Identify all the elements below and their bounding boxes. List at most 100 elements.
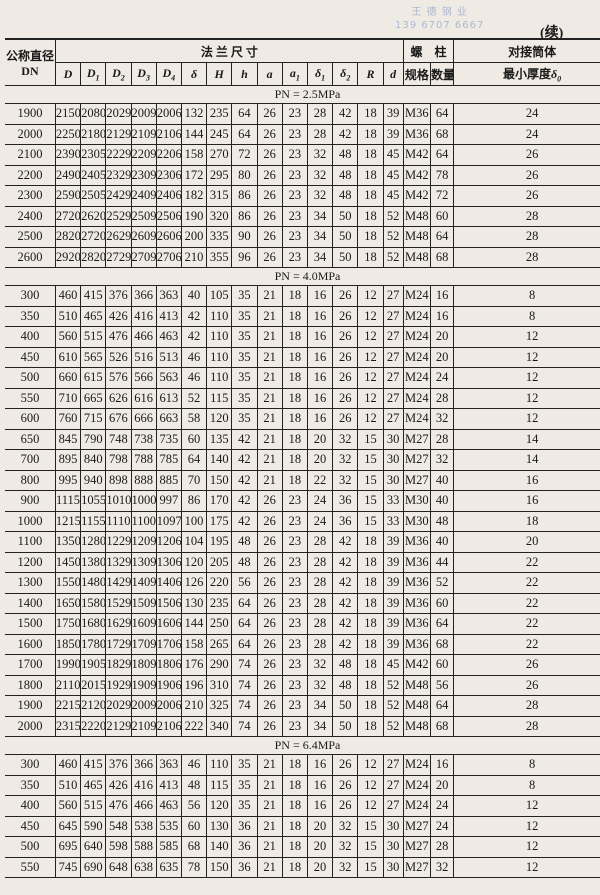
- table-cell: 26: [453, 185, 600, 207]
- table-cell: 27: [382, 367, 404, 389]
- table-cell: M48: [402, 246, 431, 268]
- table-row: 300 460 415 376 366 363 46 110 35 21 18 16 26 12 27 M24…: [5, 754, 600, 776]
- table-cell: 35: [231, 795, 258, 817]
- table-cell: 650: [5, 428, 56, 450]
- table-cell: 175: [206, 510, 233, 532]
- table-cell: 665: [80, 387, 107, 409]
- table-cell: 18: [281, 795, 308, 817]
- column-subscript: 1: [295, 73, 300, 83]
- table-cell: 15: [357, 836, 384, 858]
- table-cell: 18: [357, 226, 384, 248]
- table-cell: 290: [206, 654, 233, 676]
- table-cell: 48: [429, 510, 455, 532]
- table-cell: 1780: [80, 633, 107, 655]
- table-cell: M36: [402, 531, 431, 553]
- table-cell: 18: [281, 754, 308, 776]
- table-row: 700 895 840 798 788 785 64 140 42 21 18 20 32 15 30 M27…: [5, 449, 600, 471]
- table-cell: 21: [256, 428, 283, 450]
- table-cell: 550: [5, 387, 56, 409]
- table-cell: 120: [180, 551, 208, 573]
- table-row: 350 510 465 426 416 413 42 110 35 21 18 16 26 12 27 M24…: [5, 305, 600, 327]
- table-cell: 648: [105, 856, 132, 878]
- table-cell: 16: [429, 285, 455, 307]
- table-cell: 21: [256, 856, 283, 878]
- table-cell: 535: [155, 815, 182, 837]
- table-row: 1100 1350 1280 1229 1209 1206 104 195 48 26 23 28 42…: [5, 531, 600, 553]
- column-header: h: [231, 62, 258, 86]
- table-cell: M24: [402, 774, 431, 796]
- table-cell: 44: [429, 551, 455, 573]
- table-row: 2000 2250 2180 2129 2109 2106 144 245 64 26 23 28 42…: [5, 123, 600, 145]
- table-cell: 1750: [54, 613, 82, 635]
- table-cell: 24: [429, 367, 455, 389]
- table-cell: M27: [402, 449, 431, 471]
- table-cell: 20: [306, 815, 334, 837]
- table-cell: 8: [453, 285, 600, 307]
- table-cell: 748: [105, 428, 132, 450]
- column-subscript: 4: [171, 73, 176, 83]
- table-cell: 90: [231, 226, 258, 248]
- table-cell: 1529: [105, 592, 132, 614]
- table-cell: 2220: [80, 715, 107, 737]
- table-cell: 26: [453, 654, 600, 676]
- flange-header: 法 兰 尺 寸: [54, 38, 404, 63]
- table-cell: 74: [231, 654, 258, 676]
- table-cell: 50: [332, 205, 359, 227]
- table-cell: 270: [206, 144, 233, 166]
- table-cell: 350: [5, 774, 56, 796]
- table-cell: 42: [332, 613, 359, 635]
- table-cell: M48: [402, 226, 431, 248]
- table-row: 400 560 515 476 466 463 42 110 35 21 18 16 26 12 27 M24…: [5, 326, 600, 348]
- table-cell: 18: [281, 428, 308, 450]
- table-cell: 32: [332, 469, 359, 491]
- table-cell: 666: [130, 408, 157, 430]
- table-cell: 21: [256, 815, 283, 837]
- table-cell: M27: [402, 836, 431, 858]
- table-cell: 28: [306, 531, 334, 553]
- header-row-1: 公称直径 DN 法 兰 尺 寸 螺 柱 对接筒体: [5, 38, 600, 86]
- table-cell: 2505: [80, 185, 107, 207]
- table-cell: 1829: [105, 654, 132, 676]
- table-cell: 1350: [54, 531, 82, 553]
- table-row: 2100 2390 2305 2229 2209 2206 158 270 72 26 23 32 48…: [5, 144, 600, 166]
- column-subscript: 1: [95, 73, 100, 83]
- table-row: 2200 2490 2405 2329 2309 2306 172 295 80 26 23 32 48…: [5, 164, 600, 186]
- table-cell: 45: [382, 164, 404, 186]
- table-cell: 2129: [105, 715, 132, 737]
- table-cell: 42: [332, 572, 359, 594]
- table-cell: 48: [332, 674, 359, 696]
- table-cell: 1000: [5, 510, 56, 532]
- table-cell: 2009: [130, 103, 157, 125]
- table-row: 2300 2590 2505 2429 2409 2406 182 315 86 26 23 32 48…: [5, 185, 600, 207]
- table-cell: 1100: [130, 510, 157, 532]
- shell-symbol: δ: [551, 66, 558, 81]
- column-symbol: H: [214, 66, 224, 81]
- table-cell: 33: [382, 490, 404, 512]
- column-symbol: R: [366, 66, 375, 81]
- table-cell: 64: [231, 592, 258, 614]
- table-cell: 18: [357, 205, 384, 227]
- table-cell: 16: [429, 305, 455, 327]
- section-title: PN = 6.4MPa: [5, 736, 600, 755]
- table-cell: 20: [429, 326, 455, 348]
- table-cell: 32: [429, 449, 455, 471]
- table-cell: 1450: [54, 551, 82, 573]
- table-cell: 12: [357, 346, 384, 368]
- table-cell: 14: [453, 428, 600, 450]
- table-cell: 1990: [54, 654, 82, 676]
- table-cell: 52: [180, 387, 208, 409]
- table-cell: 18: [281, 326, 308, 348]
- table-cell: 363: [155, 285, 182, 307]
- table-row: 1200 1450 1380 1329 1309 1306 120 205 48 26 23 28 42…: [5, 551, 600, 573]
- table-cell: 798: [105, 449, 132, 471]
- table-cell: 28: [306, 633, 334, 655]
- table-cell: 68: [180, 836, 208, 858]
- table-cell: 513: [155, 346, 182, 368]
- table-cell: 50: [332, 695, 359, 717]
- table-cell: M36: [402, 613, 431, 635]
- table-cell: 2429: [105, 185, 132, 207]
- table-cell: 26: [256, 613, 283, 635]
- table-row: 1600 1850 1780 1729 1709 1706 158 265 64 26 23 28 42…: [5, 633, 600, 655]
- table-cell: 24: [306, 510, 334, 532]
- table-cell: 28: [306, 103, 334, 125]
